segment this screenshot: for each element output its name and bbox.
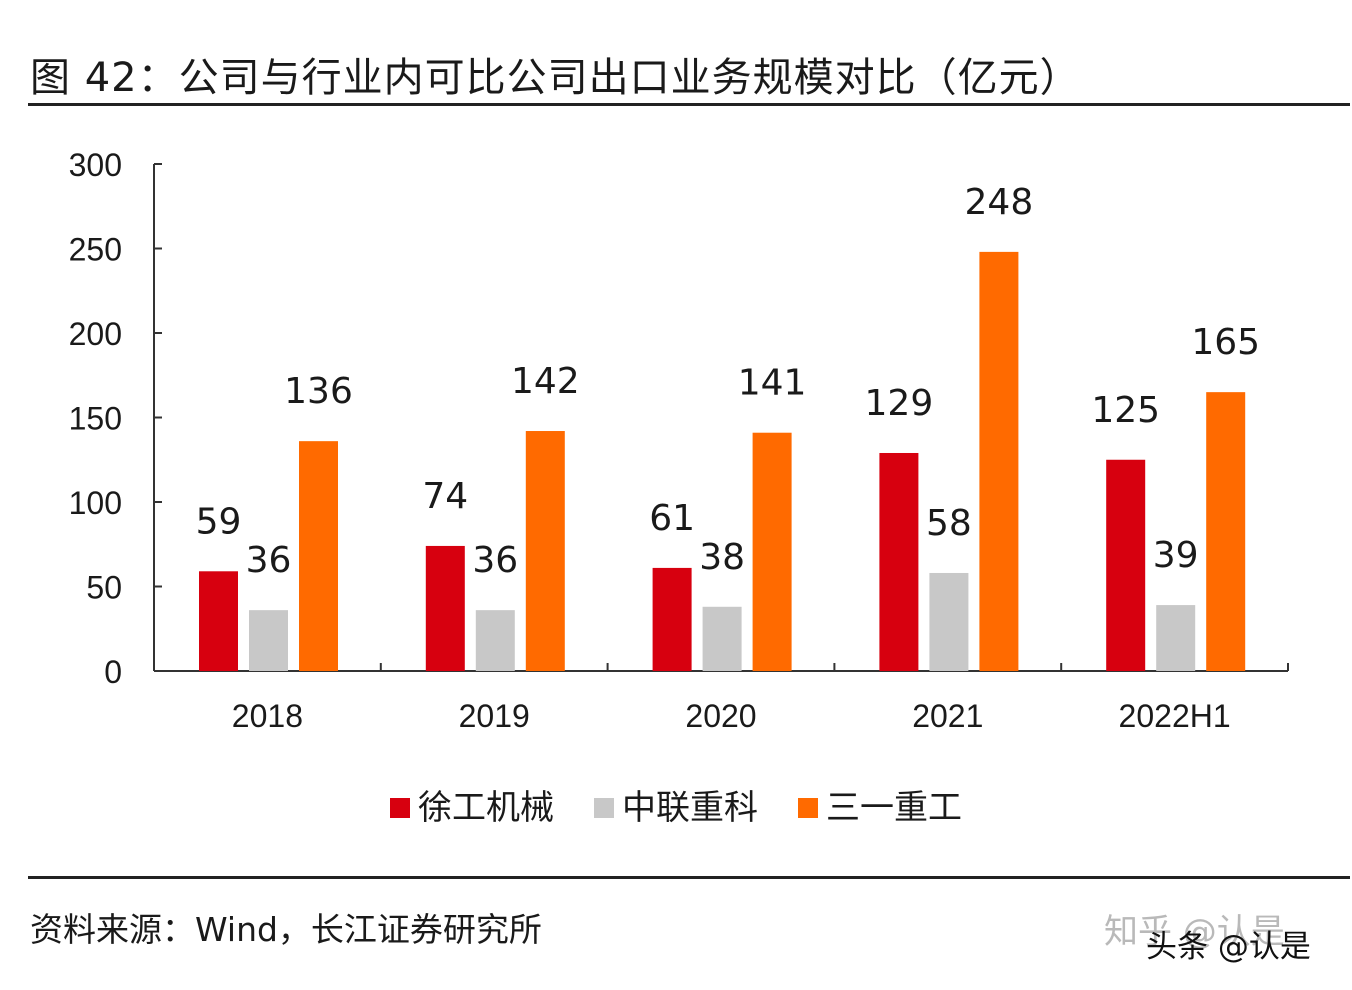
bar — [652, 567, 692, 671]
watermark-primary: 知乎 @认是 — [1104, 912, 1285, 952]
bar-data-label: 59 — [196, 501, 242, 542]
legend-item-series-3: 三一重工 — [798, 788, 962, 828]
legend-swatch-series-3 — [798, 798, 818, 818]
bar-data-label: 125 — [1091, 390, 1160, 431]
bar-data-label: 36 — [472, 540, 518, 581]
bar-data-label: 39 — [1153, 535, 1199, 576]
bar-data-label: 38 — [699, 537, 745, 578]
bar — [249, 610, 288, 671]
bar — [199, 571, 238, 671]
bar — [929, 572, 969, 671]
title-divider — [28, 103, 1350, 106]
figure-title: 图 42：公司与行业内可比公司出口业务规模对比（亿元） — [30, 55, 1081, 101]
bar — [475, 610, 515, 671]
bar — [299, 441, 338, 671]
y-tick-label: 200 — [69, 316, 122, 352]
x-tick-label: 2019 — [459, 698, 530, 734]
x-tick-label: 2020 — [685, 698, 756, 734]
x-tick-label: 2022H1 — [1119, 698, 1231, 734]
bar-data-label: 61 — [649, 498, 695, 539]
x-tick-label: 2018 — [232, 698, 303, 734]
legend-label-series-2: 中联重科 — [622, 788, 758, 828]
bar — [702, 606, 742, 671]
bar-data-label: 136 — [284, 371, 353, 412]
y-tick-label: 0 — [104, 654, 122, 690]
bar-data-label: 58 — [926, 503, 972, 544]
legend-item-series-2: 中联重科 — [594, 788, 758, 828]
bar — [879, 452, 919, 671]
bar-data-label: 36 — [246, 540, 292, 581]
watermark-secondary: 头条 @认是 — [1146, 929, 1311, 965]
x-tick-label: 2021 — [912, 698, 983, 734]
chart-legend: 徐工机械 中联重科 三一重工 — [0, 784, 1352, 832]
bar-data-label: 248 — [965, 182, 1034, 223]
footer-divider — [28, 876, 1350, 879]
bar-data-label: 74 — [422, 476, 468, 517]
bar — [979, 251, 1019, 671]
legend-label-series-3: 三一重工 — [826, 788, 962, 828]
bar-data-label: 141 — [738, 363, 807, 404]
bar — [425, 545, 465, 671]
legend-swatch-series-2 — [594, 798, 614, 818]
bar-data-label: 165 — [1191, 322, 1260, 363]
legend-label-series-1: 徐工机械 — [418, 788, 554, 828]
bar-data-label: 129 — [865, 383, 934, 424]
y-tick-label: 150 — [69, 401, 122, 437]
bar — [1106, 459, 1146, 671]
legend-item-series-1: 徐工机械 — [390, 788, 554, 828]
y-tick-label: 100 — [69, 485, 122, 521]
bar-chart: 0 50 100 150 200 250 300 2018 2019 2020 2021 2022H1… — [69, 147, 1289, 734]
bar — [525, 431, 565, 671]
bar — [752, 432, 792, 671]
source-note: 资料来源：Wind，长江证券研究所 — [30, 910, 542, 949]
bar — [1206, 392, 1246, 671]
y-tick-label: 300 — [69, 147, 122, 183]
legend-swatch-series-1 — [390, 798, 410, 818]
bar — [1156, 605, 1196, 671]
y-tick-label: 250 — [69, 232, 122, 268]
bar-data-label: 142 — [511, 361, 580, 402]
y-tick-label: 50 — [86, 570, 122, 606]
